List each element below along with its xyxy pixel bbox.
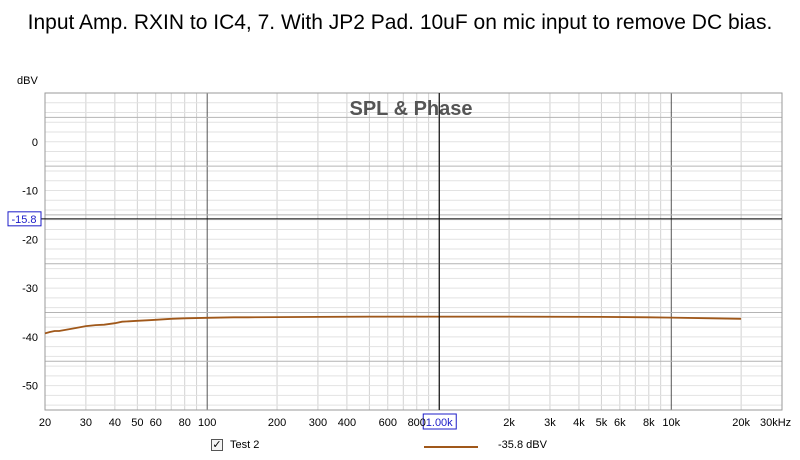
y-tick-label: -50: [22, 381, 38, 393]
x-tick-label: 20: [39, 417, 51, 429]
x-axis-ticks: 20 30 40 50 60 80 100 200 300 400 600 800 2k 3k 4k 5k 6k…: [39, 417, 791, 429]
x-tick-label: 50: [131, 417, 143, 429]
y-tick-label: -20: [22, 234, 38, 246]
x-tick-label: 8k: [643, 417, 655, 429]
cursor-y-readout-box: [7, 211, 42, 227]
series-line: [44, 315, 742, 335]
x-tick-label: 40: [109, 417, 121, 429]
legend-series-name: Test 2: [230, 439, 260, 451]
x-tick-label: 30: [80, 417, 92, 429]
cursor-x-readout: 1.00k: [426, 417, 453, 429]
x-tick-label: 6k: [614, 417, 626, 429]
y-tick-label: 0: [32, 137, 38, 149]
x-tick-label: 10k: [662, 417, 680, 429]
window-title: Input Amp. RXIN to IC4, 7. With JP2 Pad.…: [27, 11, 773, 34]
x-tick-label: 80: [179, 417, 191, 429]
x-tick-label: 4k: [573, 417, 585, 429]
x-tick-label: 600: [379, 417, 397, 429]
x-tick-label: 3k: [544, 417, 556, 429]
x-tick-label: 20k: [732, 417, 750, 429]
series-visibility-checkbox[interactable]: ✓: [211, 439, 223, 451]
x-tick-label: 30kHz: [760, 417, 791, 429]
x-tick-label: 5k: [596, 417, 608, 429]
x-tick-label: 2k: [503, 417, 515, 429]
x-tick-label: 400: [338, 417, 356, 429]
x-tick-label: 800: [408, 417, 426, 429]
y-axis-ticks: 0 -10 -20 -30 -40 -50: [22, 137, 38, 393]
y-tick-label: -10: [22, 186, 38, 198]
y-axis-label: dBV: [17, 75, 38, 87]
cursor-y-readout: -15.8: [11, 214, 36, 226]
legend-series-swatch: [424, 446, 478, 448]
x-tick-label: 60: [150, 417, 162, 429]
minor-grid: [44, 93, 783, 410]
cursor-layer[interactable]: -15.8 1.00k: [7, 93, 782, 430]
plot-frame: [44, 92, 783, 411]
x-tick-label: 200: [268, 417, 286, 429]
series-layer: [44, 315, 742, 335]
y-tick-label: -30: [22, 283, 38, 295]
cursor-x-readout-box: [422, 413, 457, 430]
x-tick-label: 300: [309, 417, 327, 429]
legend-series-value: -35.8 dBV: [498, 439, 547, 451]
y-tick-label: -40: [22, 332, 38, 344]
x-tick-label: 100: [198, 417, 216, 429]
legend: ✓ Test 2 -35.8 dBV: [0, 437, 800, 457]
chart-title: SPL & Phase: [349, 98, 472, 120]
